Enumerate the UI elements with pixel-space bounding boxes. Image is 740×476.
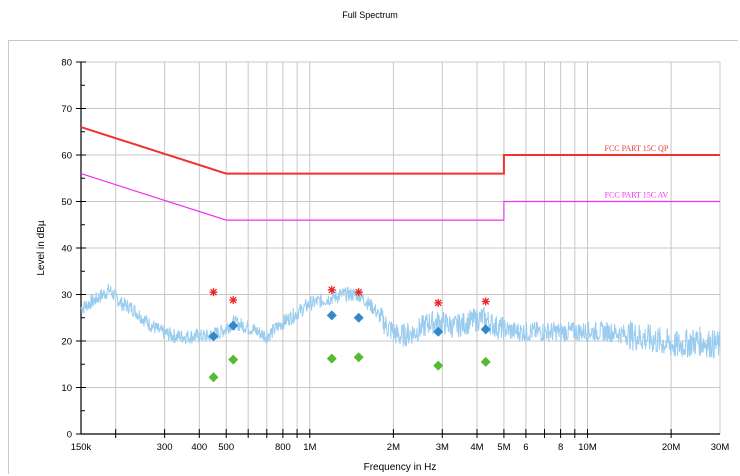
av-value-marker <box>480 356 491 367</box>
x-tick-label: 800 <box>275 442 291 453</box>
y-axis-title: Level in dBµ <box>36 220 47 275</box>
y-tick-label: 50 <box>61 197 72 208</box>
av-value-marker <box>208 372 219 383</box>
y-tick-label: 60 <box>61 151 72 162</box>
chart-frame <box>8 40 738 474</box>
qp-value-marker <box>228 320 239 331</box>
x-tick-label: 30M <box>711 442 730 453</box>
qp-peak-marker <box>481 297 490 306</box>
y-tick-label: 80 <box>61 58 72 69</box>
x-tick-label: 4M <box>470 442 483 453</box>
limit-label-qp: FCC PART 15C QP <box>605 144 669 153</box>
av-value-marker <box>326 353 337 364</box>
y-tick-label: 70 <box>61 104 72 115</box>
measurement-markers <box>208 285 491 383</box>
qp-value-marker <box>353 312 364 323</box>
x-tick-label: 10M <box>578 442 597 453</box>
qp-peak-marker <box>229 296 238 305</box>
y-axis: 0 10 20 30 40 50 60 70 80 <box>61 58 86 441</box>
qp-value-marker <box>480 324 491 335</box>
x-axis: 150k 300 400 500 800 1M 2M 3M 4M 5M 6 8 10M 20M 30M <box>71 429 730 453</box>
x-tick-label: 150k <box>71 442 92 453</box>
qp-peak-marker <box>354 288 363 297</box>
x-tick-label: 6 <box>523 442 528 453</box>
x-tick-label: 300 <box>157 442 173 453</box>
x-tick-label: 20M <box>662 442 681 453</box>
y-tick-label: 10 <box>61 383 72 394</box>
x-tick-label: 2M <box>387 442 400 453</box>
y-tick-label: 0 <box>67 430 72 441</box>
y-tick-label: 30 <box>61 290 72 301</box>
limit-line-av <box>80 173 720 221</box>
av-value-marker <box>228 354 239 365</box>
spectrum-line <box>80 283 721 359</box>
av-value-marker <box>353 352 364 363</box>
av-value-marker <box>433 360 444 371</box>
limit-lines: FCC PART 15C QP FCC PART 15C AV <box>80 126 720 221</box>
x-tick-label: 500 <box>218 442 234 453</box>
y-tick-label: 20 <box>61 337 72 348</box>
limit-line-qp <box>80 126 720 175</box>
x-tick-label: 5M <box>497 442 510 453</box>
qp-peak-marker <box>434 298 443 307</box>
chart-title: Full Spectrum <box>342 10 398 20</box>
y-tick-label: 40 <box>61 244 72 255</box>
x-axis-title: Frequency in Hz <box>364 462 437 473</box>
qp-value-marker <box>433 326 444 337</box>
qp-peak-marker <box>327 285 336 294</box>
spectrum-trace <box>80 283 721 359</box>
x-tick-label: 3M <box>436 442 449 453</box>
x-tick-label: 400 <box>191 442 207 453</box>
x-tick-label: 1M <box>303 442 316 453</box>
limit-label-av: FCC PART 15C AV <box>605 191 669 200</box>
x-tick-label: 8 <box>558 442 563 453</box>
qp-value-marker <box>208 331 219 342</box>
qp-peak-marker <box>209 288 218 297</box>
qp-value-marker <box>326 310 337 321</box>
